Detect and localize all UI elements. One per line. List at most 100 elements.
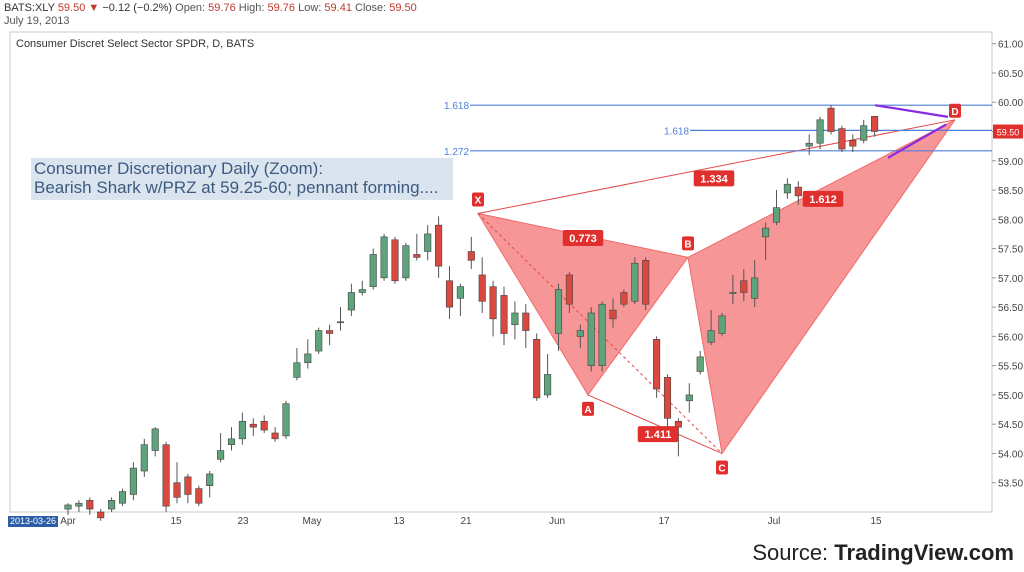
pattern-point-label: D [951,107,958,118]
y-tick-label: 60.00 [998,98,1023,109]
candle-body [86,499,94,510]
candle-body [653,339,661,390]
x-tick-label: 17 [658,516,670,527]
candle-body [511,312,519,325]
y-tick-label: 55.00 [998,391,1023,402]
fib-level-label: 1.618 [664,126,689,137]
symbol[interactable]: BATS:XLY [4,2,55,14]
pattern-point-label: B [684,239,691,250]
pattern-point-marker [472,192,484,207]
y-tick-label: 55.50 [998,362,1023,373]
candle-body [282,403,290,437]
candle-body [609,309,617,320]
annotation-line-1: Consumer Discretionary Daily (Zoom): [34,159,324,178]
y-tick-label: 61.00 [998,40,1023,51]
quote-header: BATS:XLY 59.50 ▼ −0.12 (−0.2%) Open: 59.… [4,2,417,14]
x-tick-label: 23 [237,516,249,527]
candle-body [598,303,606,366]
candle-body [445,280,454,308]
last-price-tag-label: 59.50 [997,128,1020,138]
y-tick-label: 54.50 [998,420,1023,431]
harmonic-bcd-triangle [687,119,956,455]
close-label: Close: [355,2,387,14]
candle-body [173,482,181,498]
source-prefix: Source: [752,540,835,565]
candle-body [413,254,421,258]
candle-body [631,262,639,302]
candle-body [369,254,377,287]
candle-body [707,330,715,343]
candle-body [718,315,726,334]
low-label: Low: [298,2,322,14]
candle-body [772,207,781,223]
candle-body [129,467,137,495]
x-tick-label: 15 [170,516,182,527]
candle-body [860,125,868,141]
candle-body [358,289,366,293]
x-tick-label: May [303,516,322,527]
ratio-badge [693,170,735,187]
last-price: 59.50 [57,2,86,14]
candle-body [227,438,236,445]
candle-body [871,115,879,132]
candle-body [456,286,464,299]
candle-body [696,356,704,372]
candle-body [838,128,846,150]
candle-body [554,289,563,334]
pattern-point-label: X [475,195,482,206]
candle-body [140,444,148,472]
candle-body [206,473,214,486]
x-tick-label: Jun [549,516,565,527]
harmonic-xd-line [477,119,956,214]
chart-annotation: Consumer Discretionary Daily (Zoom): Bea… [31,158,453,200]
source-credit: Source: TradingView.com [752,540,1014,566]
candle-body [576,330,584,337]
x-axis-start-date-badge: 2013-03-26 [8,516,58,527]
y-tick-label: 54.00 [998,449,1023,460]
candle-body [729,292,737,294]
candle-body [642,259,650,305]
candle-body [424,233,432,252]
x-tick-label: Jul [768,516,781,527]
ratio-badge [637,426,679,443]
candle-body [685,394,693,402]
harmonic-ac-line [587,394,723,454]
pattern-point-marker [582,401,594,416]
candle-body [195,488,203,504]
candle-body [64,504,72,510]
open-label: Open: [175,2,206,14]
candle-body [751,277,759,299]
y-tick-label: 58.00 [998,215,1023,226]
candle-body [271,432,279,440]
candle-body [435,224,443,267]
pattern-point-label: A [584,405,591,416]
candle-body [402,245,410,279]
candle-body [849,139,857,147]
candle-body [238,420,246,440]
candle-body [336,321,345,324]
candle-body [184,476,192,495]
candle-body [347,292,355,311]
candle-body [620,292,628,305]
x-tick-label: 15 [870,516,882,527]
candle-body [249,423,257,428]
candle-body [500,295,508,334]
fib-level-label: 1.618 [444,101,469,112]
candle-body [217,450,225,460]
y-tick-label: 59.00 [998,157,1023,168]
open-value: 59.76 [208,2,236,14]
candle-body [467,251,475,261]
candle-body [565,274,573,305]
candle-body [118,491,127,504]
candle-body [522,312,530,331]
candle-body [315,330,323,352]
candle-body [663,377,672,419]
candle-body [740,280,748,293]
candle-body [794,186,802,197]
low-value: 59.41 [324,2,352,14]
pennant-upper-line [874,104,949,118]
fib-level-label: 1.272 [444,147,469,158]
y-tick-label: 60.50 [998,69,1023,80]
